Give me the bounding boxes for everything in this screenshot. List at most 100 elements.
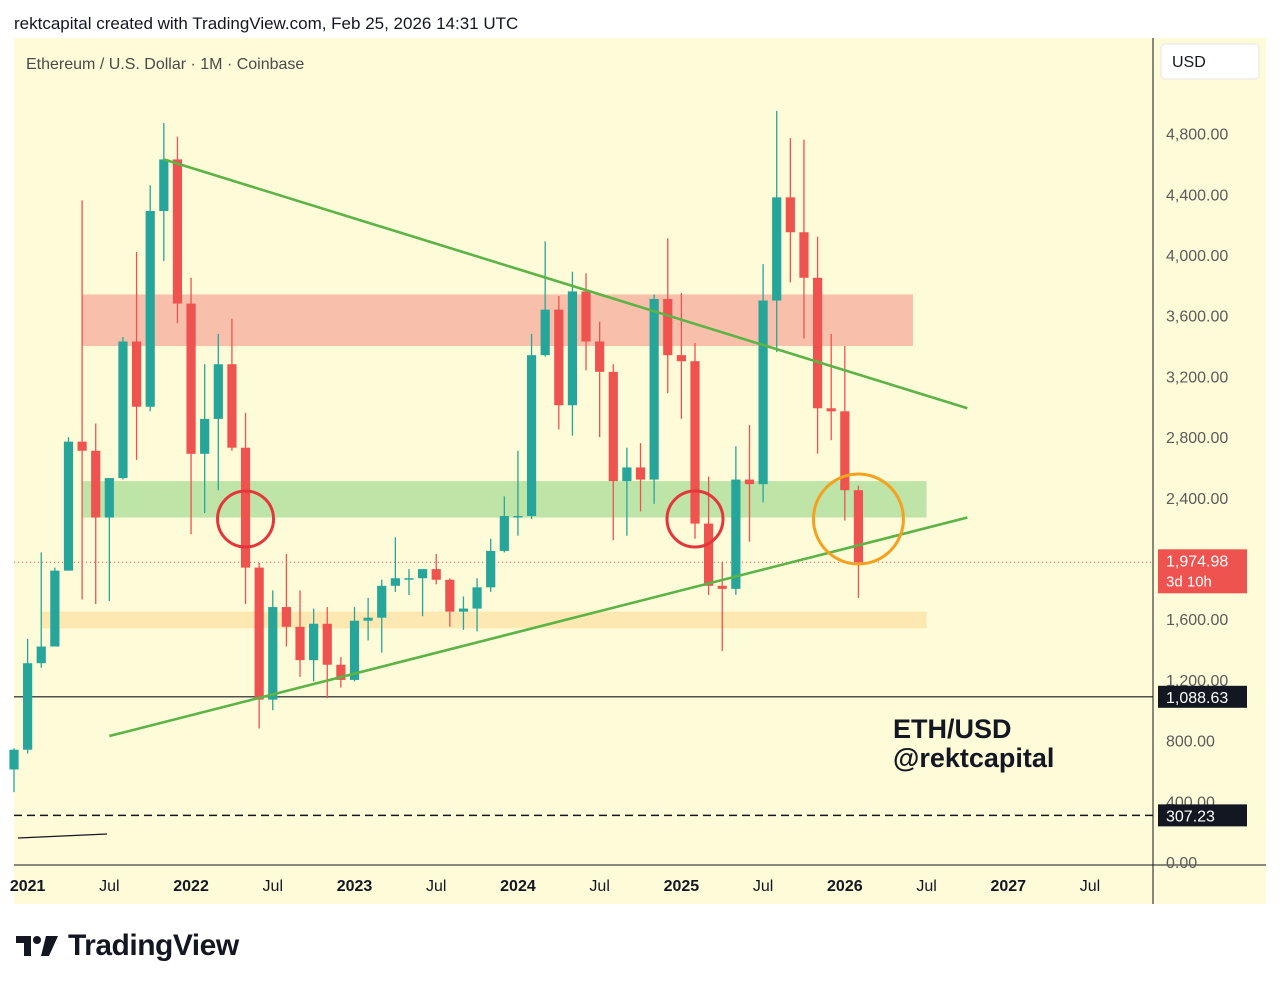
candle-body[interactable] [690,361,700,524]
candle-body[interactable] [9,749,19,770]
trendline-ascending-support[interactable] [109,516,968,738]
candle-body[interactable] [785,197,795,233]
y-tick-label: 3,600.00 [1166,309,1228,326]
y-tick-label: 2,800.00 [1166,430,1228,447]
candle-body[interactable] [608,371,618,482]
circle-2025[interactable] [665,489,725,549]
candle-body[interactable] [363,617,373,621]
x-tick-label: Jul [263,878,283,895]
tradingview-brand[interactable]: TradingView [16,926,239,966]
candle-body[interactable] [581,291,591,342]
candle-body[interactable] [567,291,578,406]
y-tick-label: 1,600.00 [1166,612,1228,629]
candle-body[interactable] [744,479,755,485]
candle-body[interactable] [431,569,441,580]
candle-body[interactable] [240,447,251,568]
drawn-line-fragment[interactable] [17,833,108,839]
price-tag-current[interactable] [1158,549,1247,594]
candle-body[interactable] [799,232,809,278]
candle-body[interactable] [377,585,387,618]
candle-body[interactable] [254,567,264,700]
candle-body[interactable] [853,490,864,563]
candle-body[interactable] [295,626,305,661]
candle-body[interactable] [77,441,87,451]
candle-body[interactable] [227,364,237,448]
candle-body[interactable] [758,300,768,485]
candle-body[interactable] [840,411,850,491]
candle-body[interactable] [131,341,142,407]
candle-body[interactable] [458,608,469,612]
candle-body[interactable] [390,578,400,586]
candle-body[interactable] [322,623,332,665]
y-tick-label: 4,800.00 [1166,127,1228,144]
candle-body[interactable] [635,467,646,480]
candle-body[interactable] [63,441,74,571]
candle-body[interactable] [404,578,414,580]
candle-body[interactable] [731,479,741,589]
candle-body[interactable] [812,277,823,409]
trendline-descending-resistance[interactable] [163,158,968,410]
currency-button-label: USD [1172,54,1206,71]
candle-body[interactable] [118,341,128,479]
candle-body[interactable] [622,467,632,482]
price-tag-current-value: 1,974.98 [1166,553,1228,570]
price-tag-level-307[interactable] [1158,804,1247,827]
candle-body[interactable] [91,450,101,518]
candle-body[interactable] [186,303,196,454]
x-tick-label: 2021 [10,878,46,895]
plot-layer [9,110,1153,839]
attribution-text: rektcapital created with TradingView.com… [14,14,519,33]
candle-body[interactable] [595,341,605,372]
candle-body[interactable] [159,159,169,211]
x-tick-label: Jul [753,878,773,895]
price-tag-level-1088[interactable] [1158,685,1247,708]
price-chart[interactable]: Ethereum / U.S. Dollar · 1M · Coinbase US… [0,0,1280,910]
candle-body[interactable] [513,516,523,518]
candle-body[interactable] [649,299,659,480]
x-tick-label: Jul [426,878,446,895]
candle-body[interactable] [418,569,428,579]
zone-lower-support[interactable] [41,611,927,629]
x-tick-label: 2025 [664,878,700,895]
candle-body[interactable] [349,620,360,680]
candle-body[interactable] [526,355,537,517]
candle-body[interactable] [486,550,496,588]
currency-button[interactable] [1160,43,1260,80]
x-tick-label: 2023 [337,878,373,895]
candle-body[interactable] [499,516,509,551]
x-tick-label: Jul [916,878,936,895]
x-tick-label: Jul [589,878,609,895]
candle-body[interactable] [268,607,278,700]
watermark-line1: ETH/USD [893,714,1012,744]
candle-body[interactable] [172,159,183,304]
x-tick-label: 2024 [500,878,536,895]
candle-body[interactable] [213,364,223,419]
candle-body[interactable] [676,355,686,362]
candle-body[interactable] [281,607,291,627]
symbol-info[interactable]: Ethereum / U.S. Dollar · 1M · Coinbase [26,56,304,73]
candle-body[interactable] [36,646,46,664]
circle-2022[interactable] [216,489,276,549]
candle-body[interactable] [704,523,714,586]
price-tag-value: 1,088.63 [1166,690,1228,707]
candle-body[interactable] [826,408,836,412]
watermark-line2: @rektcapital [893,743,1054,773]
candle-body[interactable] [309,623,319,661]
candle-body[interactable] [50,570,60,647]
candle-body[interactable] [445,579,455,612]
candle-body[interactable] [200,418,210,454]
circle-2026[interactable] [811,472,905,566]
candle-body[interactable] [472,587,482,609]
candle-body[interactable] [540,309,550,356]
zone-resistance[interactable] [82,294,913,347]
candle-body[interactable] [717,585,727,589]
candle-body[interactable] [104,478,114,518]
candle-body[interactable] [554,309,564,406]
tradingview-logo-icon [16,936,58,956]
candle-body[interactable] [145,210,155,407]
candle-body[interactable] [23,663,33,750]
x-tick-label: Jul [99,878,119,895]
candle-body[interactable] [663,299,673,356]
candle-body[interactable] [772,197,782,301]
candle-body[interactable] [336,664,346,680]
